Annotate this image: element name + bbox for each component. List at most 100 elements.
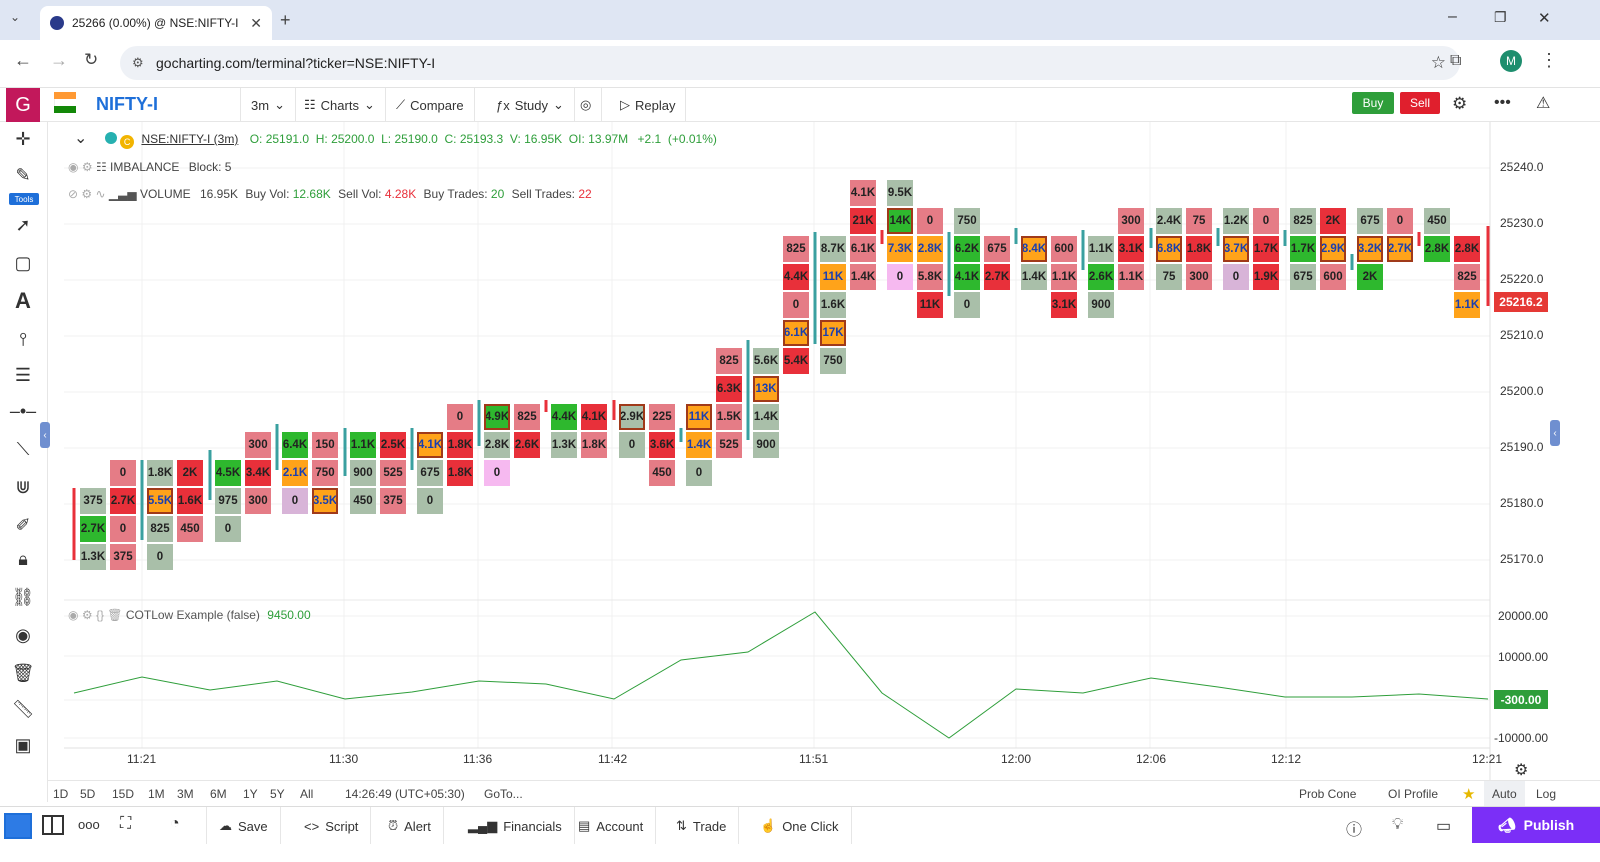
levels-icon[interactable]: ☰ xyxy=(14,364,32,385)
legend-ticker[interactable]: NSE:NIFTY-I (3m) xyxy=(141,132,239,146)
time-tick: 11:36 xyxy=(463,752,493,766)
forward-icon[interactable]: → xyxy=(50,50,68,70)
range-6m[interactable]: 6M xyxy=(210,787,227,801)
range-15d[interactable]: 15D xyxy=(112,787,135,801)
charts-menu[interactable]: ☷ Charts ⌄ xyxy=(294,88,386,122)
script-button[interactable]: <> Script xyxy=(292,807,372,845)
new-tab-icon[interactable]: + xyxy=(280,10,291,30)
help-icon[interactable]: ⓘ xyxy=(1346,822,1363,839)
rectangle-icon[interactable]: ▢ xyxy=(14,252,32,273)
log-scale-toggle[interactable]: Log xyxy=(1536,787,1557,801)
price-tick: 25170.0 xyxy=(1500,552,1544,566)
charts-label: Charts xyxy=(320,97,359,113)
profile-avatar[interactable]: M xyxy=(1500,50,1522,72)
study-menu[interactable]: ƒx Study ⌄ xyxy=(486,88,575,122)
screenshot-icon[interactable]: ▣ xyxy=(14,734,32,755)
collapse-legend-icon[interactable]: ⌄ xyxy=(74,130,88,147)
browser-tab[interactable]: 25266 (0.00%) @ NSE:NIFTY-I ✕ xyxy=(40,6,272,40)
trade-button[interactable]: ⇅ Trade xyxy=(664,807,740,845)
app-logo[interactable]: G xyxy=(6,88,40,122)
crosshair-icon[interactable]: ✛ xyxy=(15,128,31,149)
range-5y[interactable]: 5Y xyxy=(270,787,285,801)
range-1y[interactable]: 1Y xyxy=(243,787,258,801)
account-button[interactable]: ▤ Account xyxy=(566,807,657,845)
extensions-icon[interactable]: ⧉ xyxy=(1450,52,1462,69)
browser-menu-icon[interactable]: ⋮ xyxy=(1540,50,1558,70)
save-button[interactable]: ☁ Save xyxy=(206,807,281,845)
lock-icon[interactable]: 🔒︎ xyxy=(18,548,28,569)
footprint-cell: 2.8K xyxy=(917,236,943,262)
single-layout-icon[interactable] xyxy=(4,813,32,839)
fibonacci-icon[interactable]: ⫯ xyxy=(19,328,27,349)
footprint-cell: 1.1K xyxy=(1051,264,1077,290)
axis-settings-icon[interactable]: ⚙ xyxy=(1514,762,1529,779)
trash-icon[interactable]: 🗑︎ xyxy=(11,662,35,683)
gear-icon[interactable]: ⚙ xyxy=(81,187,93,201)
range-3m[interactable]: 3M xyxy=(177,787,194,801)
settings-gear-icon[interactable]: ⚙ xyxy=(1452,94,1468,113)
close-window-icon[interactable]: ✕ xyxy=(1538,10,1551,27)
favorite-star-icon[interactable]: ★ xyxy=(1462,786,1476,803)
cursor-icon[interactable]: ➚ xyxy=(15,214,31,235)
collapse-left-handle[interactable]: ‹ xyxy=(40,422,50,448)
pen-icon[interactable]: ✎ xyxy=(15,164,31,185)
prob-cone-toggle[interactable]: Prob Cone xyxy=(1299,787,1357,801)
brush-icon[interactable]: ✐ xyxy=(15,514,31,535)
replay-button[interactable]: ▷ Replay xyxy=(610,88,687,122)
footprint-cell: 825 xyxy=(1454,264,1480,290)
split-layout-icon[interactable] xyxy=(42,815,64,835)
minimize-icon[interactable]: – xyxy=(1448,8,1457,25)
text-icon[interactable]: A xyxy=(15,288,31,313)
hidden-eye-icon[interactable]: ⊘ xyxy=(68,187,79,201)
eye-icon[interactable]: ◉ xyxy=(68,608,79,622)
footprint-cell: 0 xyxy=(1223,264,1249,290)
bookmark-star-icon[interactable]: ☆ xyxy=(1430,53,1446,72)
video-icon[interactable]: ▭ xyxy=(1436,818,1452,835)
restore-icon[interactable]: ❐ xyxy=(1494,9,1507,25)
ruler-icon[interactable]: 📏︎ xyxy=(11,698,35,719)
publish-button[interactable]: 📣︎ Publish xyxy=(1472,807,1600,843)
buy-button[interactable]: Buy xyxy=(1352,92,1394,114)
financials-button[interactable]: ▂▄▆ Financials xyxy=(456,807,575,845)
warning-icon[interactable]: ⚠ xyxy=(1536,95,1551,112)
trash-icon[interactable]: 🗑︎ xyxy=(107,608,123,622)
range-all[interactable]: All xyxy=(300,787,314,801)
sell-button[interactable]: Sell xyxy=(1400,92,1440,114)
collapse-right-handle[interactable]: ‹ xyxy=(1550,420,1560,446)
sell-trades-label: Sell Trades: xyxy=(511,187,575,201)
close-tab-icon[interactable]: ✕ xyxy=(250,14,262,31)
url-field[interactable]: ⚙ gocharting.com/terminal?ticker=NSE:NIF… xyxy=(120,46,1460,80)
reload-icon[interactable]: ↻ xyxy=(84,50,99,69)
range-5d[interactable]: 5D xyxy=(80,787,96,801)
gear-icon[interactable]: ⚙ xyxy=(81,608,93,622)
compare-button[interactable]: ⟋ Compare xyxy=(386,88,475,122)
symbol-title[interactable]: NIFTY-I xyxy=(96,94,158,114)
link-icon[interactable]: ⛓︎ xyxy=(11,586,35,607)
gear-icon[interactable]: ⚙ xyxy=(81,160,93,174)
one-click-button[interactable]: ☝ One Click xyxy=(748,807,852,845)
magnet-icon[interactable]: ⋓ xyxy=(15,476,31,497)
tab-list-chevron-icon[interactable]: ⌄ xyxy=(10,10,21,24)
eye-icon[interactable]: ◉ xyxy=(68,160,79,174)
range-1m[interactable]: 1M xyxy=(148,787,165,801)
snapshot-button[interactable]: ◎ xyxy=(570,88,603,122)
goto-button[interactable]: GoTo... xyxy=(484,787,523,801)
back-icon[interactable]: ← xyxy=(14,50,32,70)
more-options-icon[interactable]: ••• xyxy=(1494,94,1511,111)
chart-pane[interactable]: ⌄ C NSE:NIFTY-I (3m) O: 25191.0 H: 25200… xyxy=(48,122,1600,802)
code-braces-icon[interactable]: {} xyxy=(95,608,104,622)
trendline-icon[interactable]: ⟍ xyxy=(16,438,30,459)
range-1d[interactable]: 1D xyxy=(53,787,69,801)
visibility-eye-icon[interactable]: ◉ xyxy=(15,624,31,645)
lightbulb-icon[interactable]: 💡︎ xyxy=(1392,816,1404,833)
interval-dropdown[interactable]: 3m ⌄ xyxy=(240,88,296,122)
theme-palette-icon[interactable]: ◔ xyxy=(170,815,180,832)
auto-scale-toggle[interactable]: Auto xyxy=(1484,781,1525,806)
footprint-cell: 1.1K xyxy=(1118,264,1144,290)
site-info-icon[interactable]: ⚙ xyxy=(132,55,144,70)
more-layouts-icon[interactable]: ooo xyxy=(78,817,100,832)
horizontal-line-icon[interactable]: –•– xyxy=(9,400,37,421)
alert-button[interactable]: ⏰︎ Alert xyxy=(376,807,444,845)
fullscreen-icon[interactable]: ⛶ xyxy=(120,815,132,832)
oi-profile-toggle[interactable]: OI Profile xyxy=(1388,787,1439,801)
